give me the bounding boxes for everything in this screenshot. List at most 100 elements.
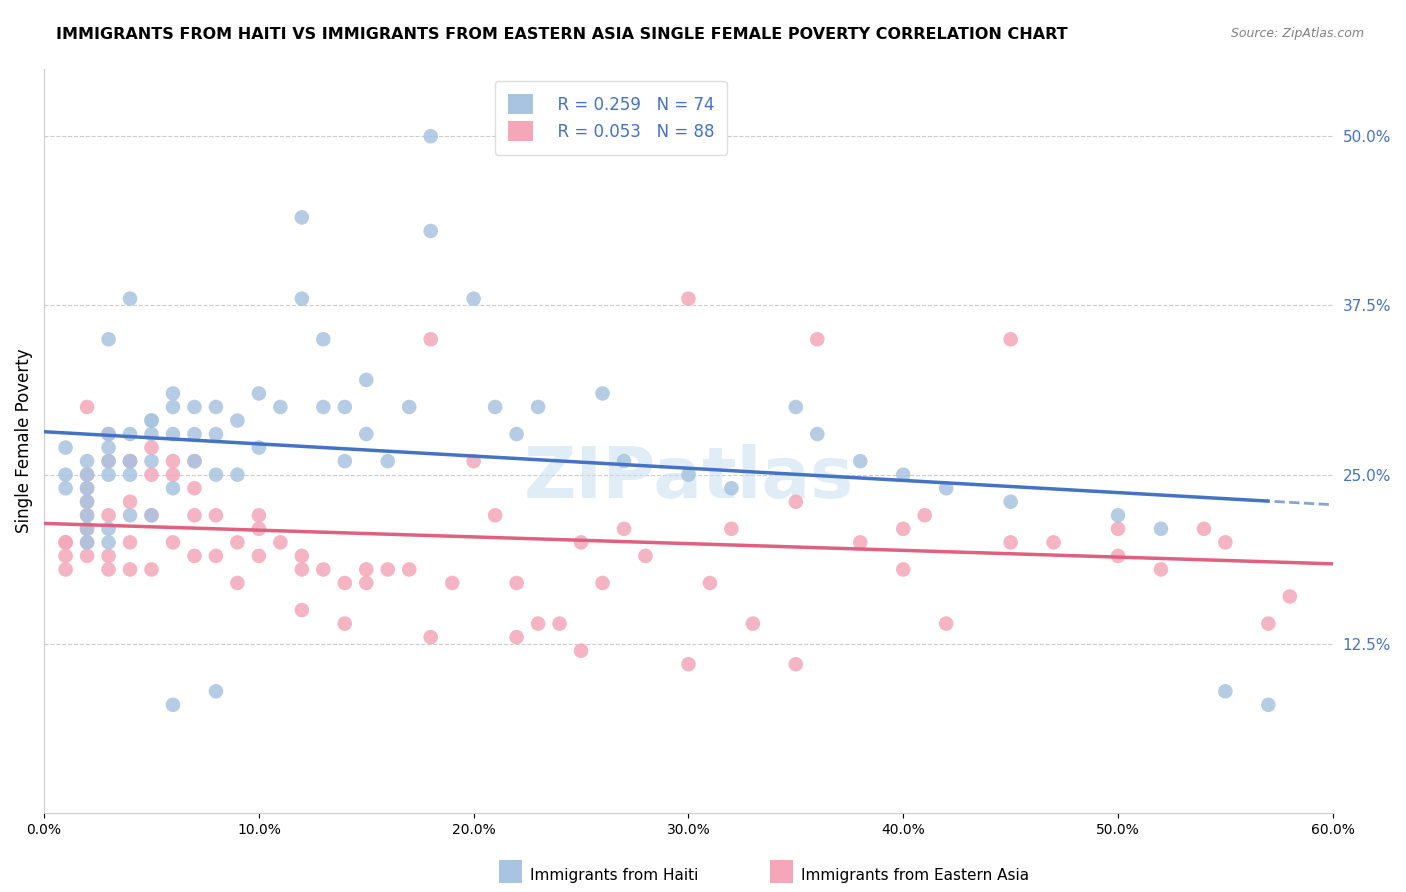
Point — [1278, 590, 1301, 604]
Point — [162, 400, 184, 414]
Point — [891, 467, 914, 482]
Point — [97, 427, 120, 442]
Point — [76, 481, 98, 495]
Text: Immigrants from Haiti: Immigrants from Haiti — [530, 869, 699, 883]
Point — [76, 467, 98, 482]
Point — [118, 292, 141, 306]
Point — [419, 332, 441, 346]
Point — [291, 211, 314, 225]
Point — [333, 400, 356, 414]
Point — [1107, 508, 1129, 523]
Point — [1042, 535, 1064, 549]
Point — [97, 549, 120, 563]
Text: Source: ZipAtlas.com: Source: ZipAtlas.com — [1230, 27, 1364, 40]
Point — [118, 454, 141, 468]
Point — [118, 562, 141, 576]
Point — [118, 535, 141, 549]
Point — [785, 495, 807, 509]
Point — [569, 643, 592, 657]
Point — [1000, 535, 1022, 549]
Point — [76, 481, 98, 495]
Point — [1192, 522, 1215, 536]
Point — [141, 454, 163, 468]
Text: ZIPatlas: ZIPatlas — [523, 443, 853, 513]
Point — [247, 549, 270, 563]
Point — [1215, 535, 1237, 549]
Point — [55, 481, 77, 495]
Point — [76, 535, 98, 549]
Point — [226, 576, 249, 591]
Point — [247, 386, 270, 401]
Point — [613, 522, 636, 536]
Point — [118, 495, 141, 509]
Point — [183, 454, 205, 468]
Point — [741, 616, 763, 631]
Point — [291, 292, 314, 306]
Point — [291, 603, 314, 617]
Point — [914, 508, 936, 523]
Point — [592, 576, 614, 591]
Point — [849, 535, 872, 549]
Point — [463, 292, 485, 306]
Point — [162, 535, 184, 549]
Legend:   R = 0.259   N = 74,   R = 0.053   N = 88: R = 0.259 N = 74, R = 0.053 N = 88 — [495, 80, 727, 154]
Point — [548, 616, 571, 631]
Point — [183, 400, 205, 414]
Point — [226, 535, 249, 549]
Point — [162, 427, 184, 442]
Y-axis label: Single Female Poverty: Single Female Poverty — [15, 349, 32, 533]
Point — [312, 332, 335, 346]
Point — [592, 386, 614, 401]
Point — [97, 467, 120, 482]
Point — [226, 467, 249, 482]
Point — [291, 549, 314, 563]
Point — [484, 400, 506, 414]
Point — [97, 522, 120, 536]
Point — [419, 224, 441, 238]
Point — [205, 508, 228, 523]
Point — [183, 454, 205, 468]
Point — [419, 129, 441, 144]
Point — [269, 535, 291, 549]
Point — [1000, 495, 1022, 509]
Point — [97, 454, 120, 468]
Point — [505, 427, 527, 442]
Point — [183, 427, 205, 442]
Point — [97, 562, 120, 576]
Point — [55, 562, 77, 576]
Point — [76, 508, 98, 523]
Point — [849, 454, 872, 468]
Point — [699, 576, 721, 591]
Point — [55, 535, 77, 549]
Point — [55, 535, 77, 549]
Point — [118, 427, 141, 442]
Point — [97, 454, 120, 468]
Point — [97, 508, 120, 523]
Point — [76, 467, 98, 482]
Point — [269, 400, 291, 414]
Point — [398, 562, 420, 576]
Point — [141, 413, 163, 427]
Point — [76, 508, 98, 523]
Point — [141, 562, 163, 576]
Point — [141, 467, 163, 482]
Point — [312, 562, 335, 576]
Point — [333, 576, 356, 591]
Point — [678, 657, 700, 672]
Point — [141, 508, 163, 523]
Point — [205, 400, 228, 414]
Point — [527, 400, 550, 414]
Point — [97, 427, 120, 442]
Point — [484, 508, 506, 523]
Point — [55, 549, 77, 563]
Point — [312, 400, 335, 414]
Point — [162, 467, 184, 482]
Point — [76, 495, 98, 509]
Point — [55, 441, 77, 455]
Point — [205, 467, 228, 482]
Point — [183, 549, 205, 563]
Point — [333, 616, 356, 631]
Point — [935, 481, 957, 495]
Point — [1107, 549, 1129, 563]
Point — [720, 522, 742, 536]
